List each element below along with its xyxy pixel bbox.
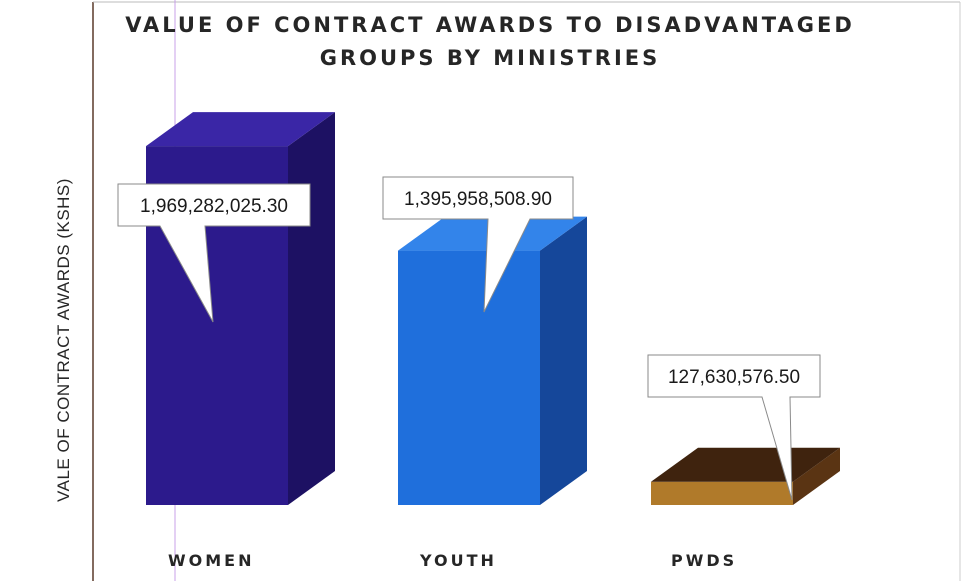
bar-front-pwds — [651, 481, 793, 505]
category-label-women: WOMEN — [168, 551, 255, 570]
chart-title-line-2: GROUPS BY MINISTRIES — [319, 46, 661, 70]
bar-top-pwds — [651, 447, 840, 482]
data-callout-youth — [382, 176, 574, 313]
bar-side-women — [288, 112, 335, 505]
bar-front-youth — [398, 250, 540, 505]
category-label-youth: YOUTH — [419, 551, 497, 570]
category-label-pwds: PWDS — [671, 551, 737, 570]
bar-side-youth — [540, 216, 587, 505]
data-callout-women — [117, 183, 311, 323]
data-label-pwds: 127,630,576.50 — [668, 367, 800, 388]
bar-top-women — [146, 112, 335, 147]
y-axis-label: VALE OF CONTRACT AWARDS (KSHS) — [54, 178, 73, 502]
chart-title-line-1: VALUE OF CONTRACT AWARDS TO DISADVANTAGE… — [125, 13, 855, 37]
data-label-women: 1,969,282,025.30 — [140, 196, 288, 217]
data-label-youth: 1,395,958,508.90 — [404, 189, 552, 210]
data-callout-pwds — [647, 354, 821, 501]
bar-side-pwds — [793, 447, 840, 505]
